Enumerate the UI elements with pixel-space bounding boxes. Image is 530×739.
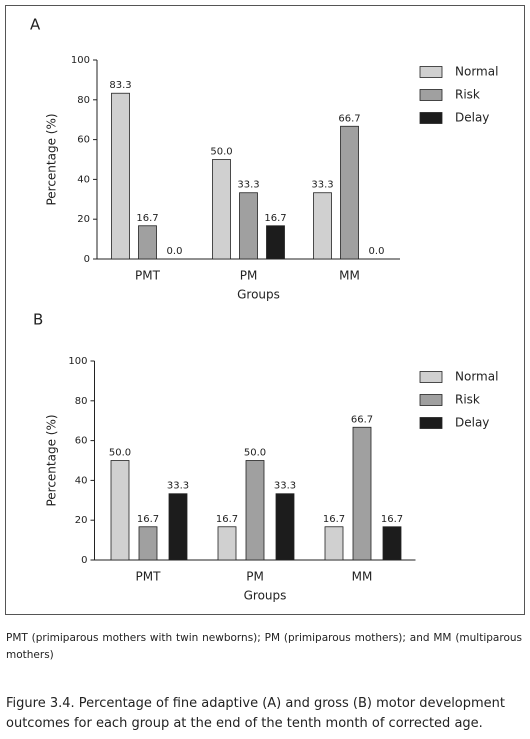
value-label: 66.7 xyxy=(351,414,373,425)
y-tick-label: 100 xyxy=(68,356,87,367)
x-tick-label: MM xyxy=(339,269,360,283)
legend-label: Delay xyxy=(455,111,489,125)
x-tick-label: PM xyxy=(240,269,258,283)
y-tick-label: 60 xyxy=(77,135,90,146)
bar xyxy=(382,526,402,561)
legend-label: Risk xyxy=(455,88,480,102)
x-tick-label: MM xyxy=(352,570,373,584)
figure: A Percentage (%) 0 20 40 60 80 100 PMT 83.3 16.7 0.… xyxy=(5,5,525,615)
panel-label: B xyxy=(33,311,43,329)
value-label: 66.7 xyxy=(338,113,360,124)
bar xyxy=(340,125,359,260)
bar xyxy=(266,225,285,260)
legend-swatch xyxy=(419,371,443,383)
value-label: 33.3 xyxy=(311,180,333,191)
legend-swatch xyxy=(419,89,443,101)
legend-label: Normal xyxy=(455,65,498,79)
caption: Figure 3.4. Percentage of fine adaptive … xyxy=(6,696,506,731)
bar xyxy=(168,493,188,561)
legend-swatch xyxy=(419,112,443,124)
value-label: 83.3 xyxy=(109,80,131,91)
x-tick-label: PM xyxy=(246,570,264,584)
footnote: PMT (primiparous mothers with twin newbo… xyxy=(6,632,522,661)
value-label: 33.3 xyxy=(274,481,296,492)
bar xyxy=(110,460,130,561)
y-tick-label: 60 xyxy=(75,436,88,447)
frame xyxy=(5,5,525,615)
bar xyxy=(217,526,237,561)
value-label: 16.7 xyxy=(136,213,158,224)
panel-label: A xyxy=(30,16,41,34)
bar xyxy=(212,159,231,260)
y-axis-label: Percentage (%) xyxy=(45,113,59,205)
value-label: 33.3 xyxy=(167,481,189,492)
y-tick-label: 40 xyxy=(77,174,90,185)
x-axis-label: Groups xyxy=(244,589,287,603)
legend-swatch xyxy=(419,66,443,78)
bar xyxy=(239,192,258,260)
y-tick-label: 20 xyxy=(75,515,88,526)
y-tick-label: 0 xyxy=(84,254,90,265)
value-label: 50.0 xyxy=(244,448,266,459)
value-label: 50.0 xyxy=(109,448,131,459)
y-tick-label: 0 xyxy=(81,555,87,566)
x-tick-label: PMT xyxy=(136,570,162,584)
y-axis-label: Percentage (%) xyxy=(45,414,59,506)
y-tick-label: 100 xyxy=(71,55,90,66)
legend-label: Normal xyxy=(455,370,498,384)
value-label: 0.0 xyxy=(369,246,385,257)
y-tick-label: 80 xyxy=(77,95,90,106)
value-label: 33.3 xyxy=(237,180,259,191)
bar xyxy=(138,225,157,260)
legend-swatch xyxy=(419,417,443,429)
bar xyxy=(313,192,332,260)
bar xyxy=(275,493,295,561)
bar xyxy=(324,526,344,561)
value-label: 0.0 xyxy=(167,246,183,257)
x-tick-label: PMT xyxy=(135,269,161,283)
value-label: 16.7 xyxy=(323,514,345,525)
legend-label: Delay xyxy=(455,416,489,430)
value-label: 50.0 xyxy=(210,147,232,158)
value-label: 16.7 xyxy=(264,213,286,224)
value-label: 16.7 xyxy=(381,514,403,525)
bar xyxy=(138,526,158,561)
x-axis-label: Groups xyxy=(237,288,280,302)
y-tick-label: 40 xyxy=(75,475,88,486)
value-label: 16.7 xyxy=(137,514,159,525)
y-tick-label: 20 xyxy=(77,214,90,225)
legend-swatch xyxy=(419,394,443,406)
legend-label: Risk xyxy=(455,393,480,407)
value-label: 16.7 xyxy=(216,514,238,525)
bar xyxy=(111,92,130,260)
bar xyxy=(352,426,372,561)
bar xyxy=(245,460,265,561)
y-tick-label: 80 xyxy=(75,396,88,407)
